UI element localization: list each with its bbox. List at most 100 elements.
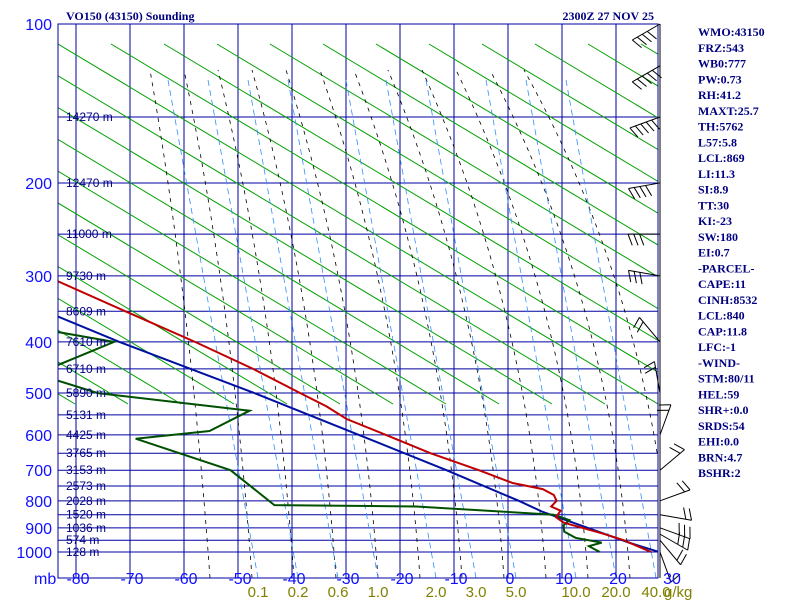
wind-barb-feather (639, 233, 645, 246)
temperature-tick-label: -80 (66, 571, 89, 588)
moist-adiabat-line (387, 69, 505, 578)
wind-barb-feather (645, 185, 653, 197)
wind-barb-feather (628, 188, 636, 200)
wind-barb (656, 404, 672, 436)
temperature-tick-label: -50 (228, 571, 251, 588)
pressure-tick-label: 800 (25, 494, 52, 511)
wind-barb-feather (634, 125, 644, 136)
index-entry: -WIND- (698, 356, 740, 370)
height-level-label: 8609 m (66, 304, 106, 318)
index-entry: BRN:4.7 (698, 450, 742, 464)
dry-adiabat-line (58, 43, 658, 405)
wind-barb (629, 116, 661, 138)
index-entry: CAP:11.8 (698, 324, 747, 338)
mixing-ratio-tick-label: 1.0 (368, 584, 389, 600)
wind-barb-feather (633, 271, 637, 284)
temperature-tick-label: -10 (444, 571, 467, 588)
pressure-tick-label: 500 (25, 386, 52, 403)
wind-barb-staff (639, 317, 661, 343)
pressure-tick-label: 100 (25, 17, 52, 34)
dry-adiabat-line (58, 202, 394, 405)
pressure-tick-label: 600 (25, 428, 52, 445)
dry-adiabat-line (58, 170, 447, 405)
wind-barb-staff (659, 533, 688, 551)
index-entry: WB0:777 (698, 57, 746, 71)
dry-adiabat-line (163, 43, 658, 341)
dry-adiabat-line (110, 43, 658, 373)
wind-barb-feather (645, 121, 655, 132)
wind-barb-feather (640, 123, 649, 134)
mixing-ratio-line (345, 79, 437, 578)
index-entry: HEL:59 (698, 387, 739, 401)
sounding-profiles (58, 280, 658, 553)
height-level-label: 14270 m (66, 110, 113, 124)
wind-barb (659, 551, 681, 583)
index-entry: STM:80/11 (698, 372, 755, 386)
wind-barb-staff (632, 65, 661, 83)
temperature-tick-label: 10 (555, 571, 573, 588)
pressure-tick-label: 200 (25, 176, 52, 193)
mixing-ratio-line (247, 79, 339, 578)
index-entry: LFC:-1 (698, 340, 736, 354)
temperature-tick-label: -40 (282, 571, 305, 588)
temperature-tick-label: 20 (609, 571, 627, 588)
mixing-ratio-unit-label: g/kg (664, 584, 692, 600)
wind-barb (659, 443, 685, 471)
index-entry: LCL:869 (698, 151, 745, 165)
wind-barb-feather (670, 573, 681, 583)
wind-barb-feather (669, 447, 681, 454)
mixing-ratio-line (207, 79, 299, 578)
dewpoint-trace-line (58, 331, 602, 553)
dry-adiabat-line (58, 329, 182, 405)
pressure-tick-label: 400 (25, 335, 52, 352)
pressure-tick-label: 1000 (16, 545, 52, 562)
wind-barb (659, 480, 691, 502)
wind-barb-feather (639, 272, 643, 285)
mixing-ratio-tick-label: 40.0 (641, 584, 670, 600)
mixing-ratio-tick-label: 0.6 (328, 584, 349, 600)
dry-adiabat-line (58, 138, 500, 405)
pressure-tick-label: 300 (25, 269, 52, 286)
wind-barb (627, 233, 660, 246)
dry-adiabat-line (58, 107, 553, 405)
dry-adiabat-line (322, 43, 658, 246)
moist-adiabat-line (489, 69, 631, 578)
wind-barb (659, 507, 693, 521)
mixing-ratio-line (485, 79, 577, 578)
wind-barb-feather (646, 30, 657, 40)
chart-title: VO150 (43150) Sounding (66, 9, 194, 23)
wind-barb-feather (687, 538, 691, 551)
moist-adiabat-line (421, 69, 547, 578)
wind-barb (659, 522, 691, 540)
wind-barb (627, 269, 661, 285)
wind-barb-feather (627, 233, 633, 246)
height-level-label: 5890 m (66, 386, 106, 400)
wind-barb-feather (636, 78, 647, 87)
wind-barb-feather (633, 187, 641, 199)
mixing-ratio-tick-label: 0.2 (288, 584, 309, 600)
height-level-label: 9730 m (66, 269, 106, 283)
index-entry: -PARCEL- (698, 261, 754, 275)
dry-adiabat-line (58, 266, 288, 405)
pressure-tick-label: 900 (25, 521, 52, 538)
wind-barb (643, 361, 661, 394)
index-entry: SW:180 (698, 230, 738, 244)
dry-adiabat-line (58, 75, 606, 405)
wind-barb-staff (659, 551, 672, 583)
height-level-label: 12470 m (66, 176, 113, 190)
moist-adiabat-line (285, 69, 379, 578)
temperature-tick-label: -70 (120, 571, 143, 588)
moist-adiabat-line (523, 69, 658, 461)
mixing-ratio-line (385, 79, 477, 578)
wind-barb (633, 317, 661, 343)
wind-barb-feather (639, 186, 647, 198)
wind-barb-feather (644, 366, 656, 374)
mixing-ratio-tick-label: 3.0 (466, 584, 487, 600)
wind-barb-feather (683, 507, 687, 520)
wind-barb-feather (651, 69, 662, 79)
wind-barb-feather (641, 33, 652, 43)
index-entry: FRZ:543 (698, 41, 744, 55)
mixing-ratio-line (167, 79, 259, 578)
